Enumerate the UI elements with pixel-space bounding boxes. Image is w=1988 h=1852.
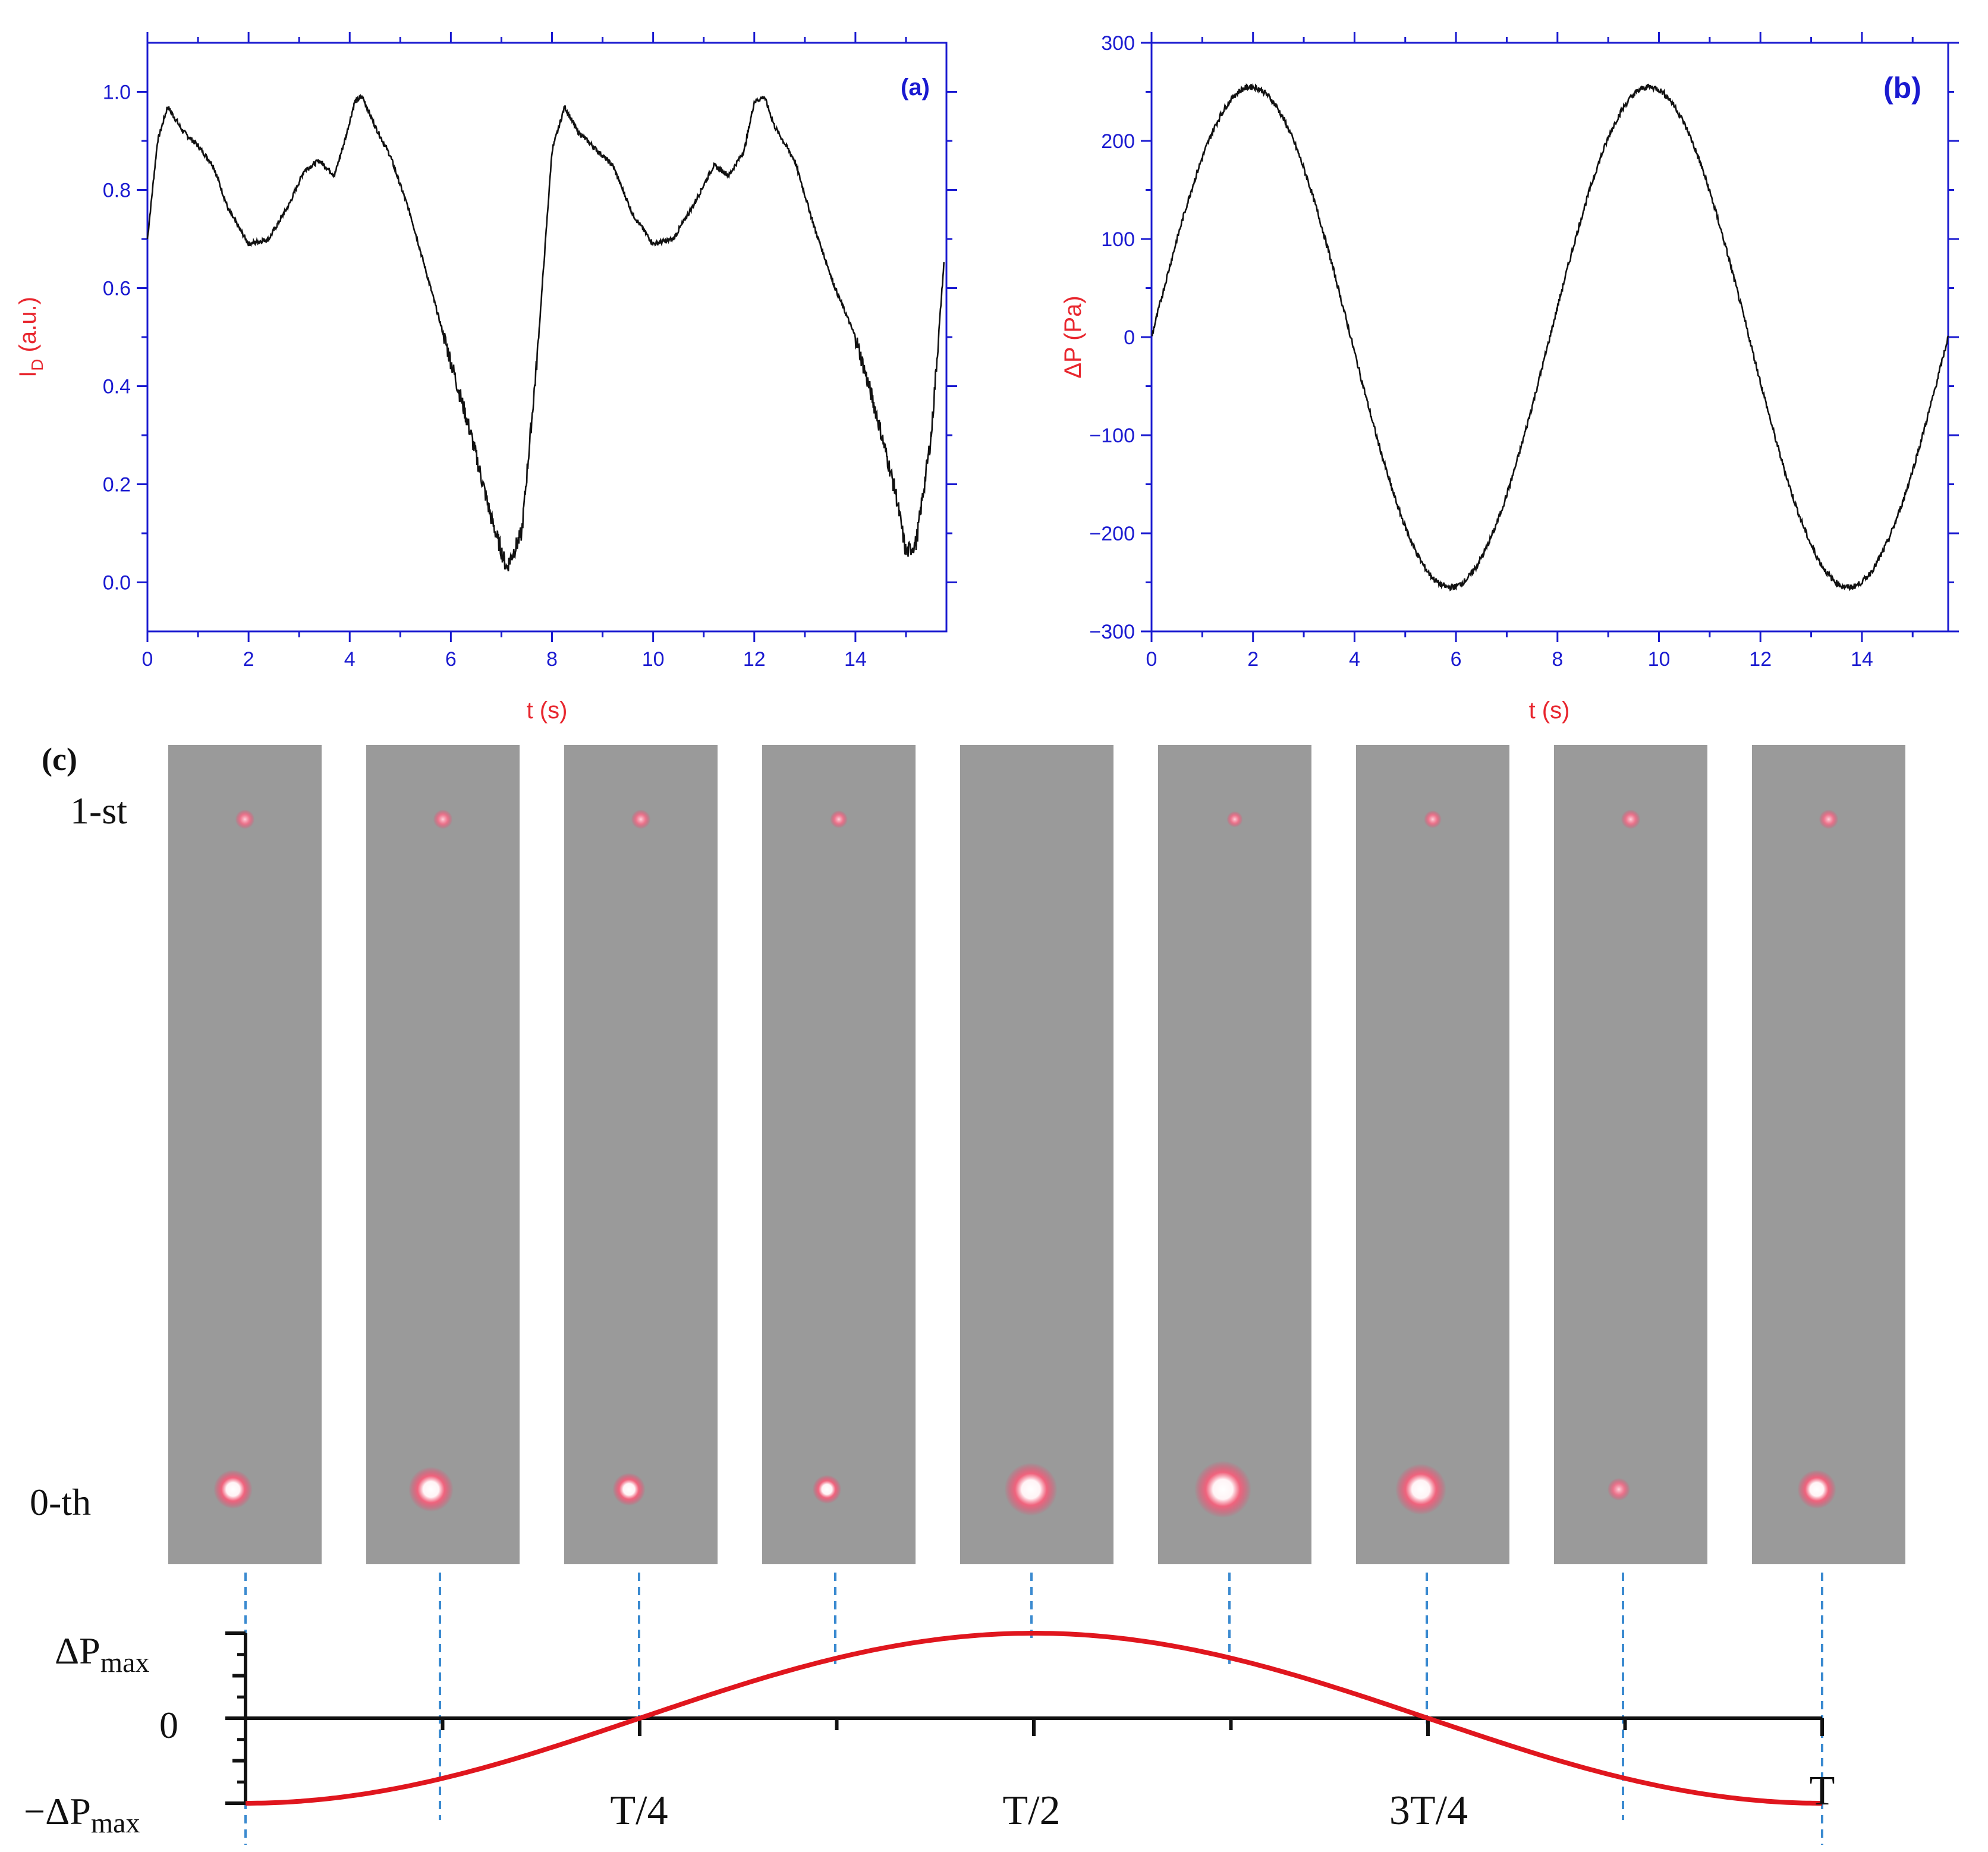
- x-tick-label: 2: [1247, 648, 1259, 671]
- y-tick-label: 100: [1101, 228, 1135, 251]
- y-tick-label: −300: [1089, 621, 1135, 643]
- photo-frame: [366, 745, 520, 1564]
- ymin-label: −ΔPmax: [24, 1790, 140, 1839]
- yzero-label: 0: [159, 1704, 178, 1746]
- photo-frame: [1752, 745, 1905, 1564]
- x-tick-label: 6: [1451, 648, 1462, 671]
- x-tick-label: 0: [1146, 648, 1157, 671]
- order-1-spot: [433, 809, 453, 829]
- panel-b-label: (b): [1883, 71, 1921, 105]
- order-0th-label: 0-th: [30, 1481, 91, 1523]
- photo-frame: [1554, 745, 1707, 1564]
- panel-a-line: [146, 93, 945, 572]
- y-tick-label: 0.4: [103, 376, 131, 398]
- panel-a-chart: 0 2 4 6 8 10 12 140.00.20.40.60.81.0 (a) t (s) …: [15, 32, 957, 724]
- x-tick-label: 14: [1851, 648, 1873, 671]
- order-0-spot: [213, 1470, 253, 1509]
- xtick-T: T: [1810, 1768, 1835, 1814]
- order-0-spot: [1797, 1470, 1836, 1509]
- x-tick-label: 0: [142, 648, 153, 671]
- photo-frame: [960, 745, 1113, 1564]
- y-tick-label: 0.2: [103, 474, 131, 496]
- ymin-label-sub: max: [91, 1807, 140, 1839]
- panel-b-line: [1151, 83, 1949, 592]
- order-0-spot: [1004, 1463, 1058, 1516]
- y-tick-label: 1.0: [103, 81, 131, 104]
- photo-frame: [168, 745, 322, 1564]
- order-1-spot: [1226, 811, 1243, 828]
- photo-frame: [762, 745, 916, 1564]
- order-0-spot: [1194, 1461, 1251, 1518]
- order-1-spot: [631, 809, 651, 829]
- panel-a-ylabel-sub: D: [28, 359, 46, 371]
- panel-a-ylabel-main: I: [15, 371, 41, 378]
- order-1-spot: [830, 810, 848, 828]
- panel-a-ylabel-unit: (a.u.): [15, 297, 41, 359]
- order-1-spot: [1819, 809, 1839, 829]
- x-tick-label: 12: [1749, 648, 1772, 671]
- x-tick-label: 2: [243, 648, 254, 671]
- panel-c: (c) 1-st 0-th ΔPmax 0 −ΔPmax T/4 T/2 3T/…: [24, 741, 1905, 1845]
- panel-b-ticks: 0 2 4 6 8 10 12 14 −300 −200 −100 0 100 200 300: [1089, 32, 1959, 671]
- order-0-spot: [612, 1473, 646, 1506]
- xtick-T4: T/4: [610, 1788, 668, 1834]
- x-tick-label: 10: [1648, 648, 1671, 671]
- panel-b-xlabel: t (s): [1529, 697, 1570, 724]
- order-0-spot: [408, 1467, 454, 1512]
- xtick-T2: T/2: [1002, 1788, 1060, 1834]
- x-tick-label: 4: [1349, 648, 1360, 671]
- ymin-label-main: −ΔP: [24, 1790, 91, 1832]
- y-tick-label: 0.6: [103, 278, 131, 300]
- photo-frame: [1158, 745, 1311, 1564]
- y-tick-label: 300: [1101, 32, 1135, 55]
- panel-c-axis: [225, 1631, 1824, 1805]
- photo-frame: [1356, 745, 1509, 1564]
- panel-b-ylabel: ΔP (Pa): [1060, 295, 1086, 378]
- order-1st-label: 1-st: [70, 790, 127, 832]
- panel-c-sine: [246, 1631, 1822, 1806]
- x-tick-label: 12: [743, 648, 766, 671]
- order-0-spot: [1395, 1464, 1446, 1515]
- photo-frame: [564, 745, 718, 1564]
- panel-a-xlabel: t (s): [527, 697, 568, 724]
- order-0-spot: [812, 1474, 842, 1504]
- panel-a-ticks: 0 2 4 6 8 10 12 14 0.0 0.2 0.4 0.6 0.8 1.0: [103, 32, 957, 671]
- ymax-label: ΔPmax: [55, 1630, 149, 1678]
- x-tick-label: 4: [344, 648, 356, 671]
- order-1-spot: [1424, 810, 1442, 828]
- x-tick-label: 8: [546, 648, 558, 671]
- ymax-label-main: ΔP: [55, 1630, 100, 1672]
- y-tick-label: 0.0: [103, 572, 131, 595]
- order-1-spot: [1621, 809, 1641, 829]
- panel-a-label: (a): [901, 74, 930, 100]
- ymax-label-sub: max: [100, 1647, 150, 1678]
- panel-a-ylabel: ID (a.u.): [15, 297, 46, 378]
- y-tick-label: −200: [1089, 523, 1135, 545]
- x-tick-label: 14: [844, 648, 867, 671]
- panel-a-frame: [146, 42, 948, 633]
- x-tick-label: 8: [1552, 648, 1563, 671]
- photo-frames: [168, 745, 1905, 1564]
- svg-text:ID (a.u.): ID (a.u.): [15, 297, 46, 378]
- panel-b-chart: 0 2 4 6 8 10 12 14 −300 −200 −100 0 100 200 300 (b) t …: [1060, 32, 1959, 724]
- xtick-3T4: 3T/4: [1389, 1788, 1468, 1834]
- y-tick-label: 0.8: [103, 180, 131, 202]
- panel-c-label: (c): [42, 741, 77, 777]
- order-1-spot: [235, 809, 255, 829]
- y-tick-label: 0: [1124, 326, 1135, 349]
- y-tick-label: 200: [1101, 130, 1135, 153]
- y-tick-label: −100: [1089, 425, 1135, 447]
- order-0-spot: [1607, 1477, 1631, 1501]
- x-tick-label: 6: [445, 648, 457, 671]
- x-tick-label: 10: [642, 648, 665, 671]
